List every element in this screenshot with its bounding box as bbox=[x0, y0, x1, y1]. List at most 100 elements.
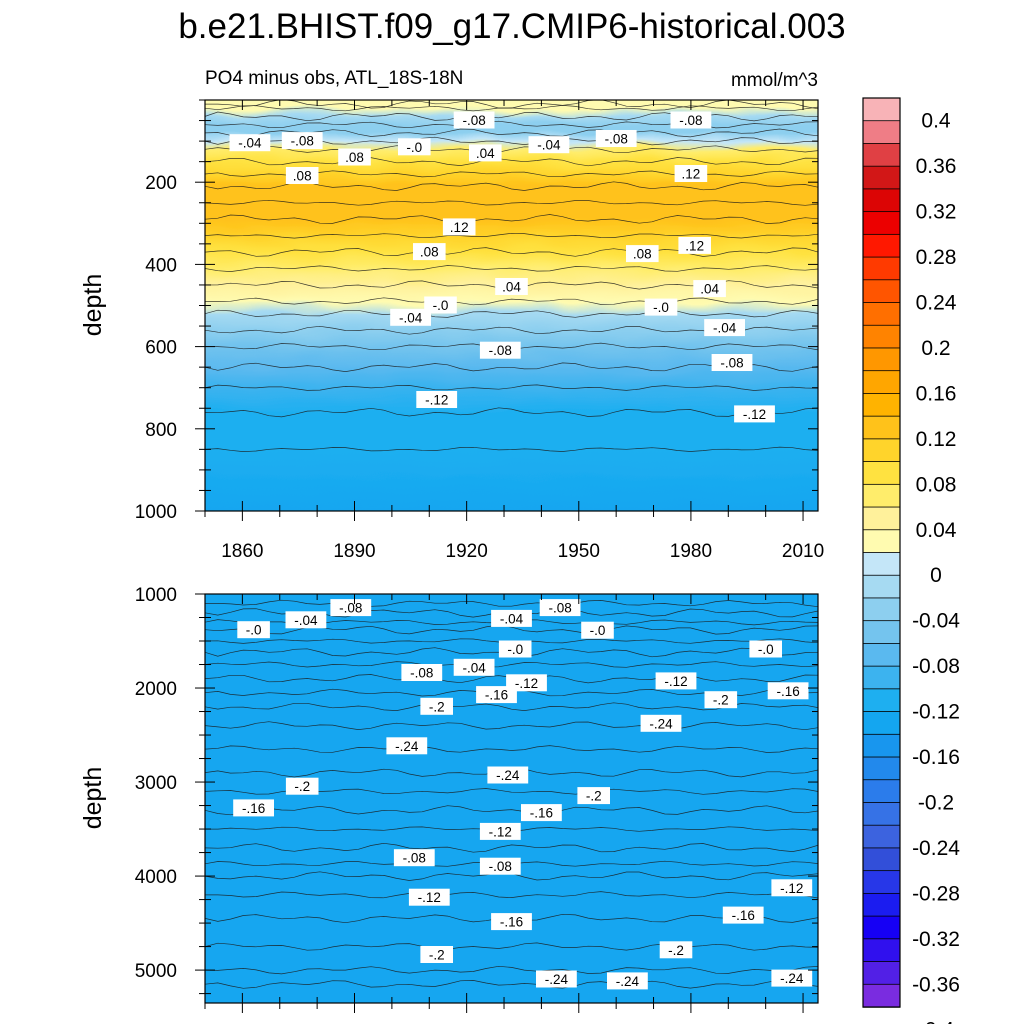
contour-line bbox=[205, 214, 818, 224]
bottom-contour-lines bbox=[205, 599, 818, 989]
bottom-y-axis: 1000 2000 3000 4000 5000 bbox=[135, 585, 818, 995]
contour-label-text: -.12 bbox=[418, 890, 441, 905]
contour-line bbox=[205, 111, 818, 122]
contour-label-box bbox=[401, 664, 443, 681]
contour-label-box bbox=[420, 946, 453, 963]
contour-line bbox=[205, 105, 818, 112]
contour-label-box bbox=[476, 686, 517, 704]
contour-label-text: -.16 bbox=[776, 684, 799, 699]
contour-label-box bbox=[581, 621, 614, 639]
contour-label-box bbox=[644, 298, 678, 316]
contour-label-box bbox=[704, 319, 745, 337]
colorbar-label: 0 bbox=[930, 564, 942, 587]
contour-label-text: -.04 bbox=[238, 136, 262, 151]
contour-label: -.04 bbox=[704, 319, 745, 337]
colorbar-box bbox=[862, 483, 901, 508]
contour-label-text: -.08 bbox=[489, 859, 512, 874]
contour-label-box bbox=[498, 640, 532, 658]
contour-label-box bbox=[390, 308, 431, 326]
contour-line bbox=[205, 407, 818, 418]
contour-label-text: -.12 bbox=[664, 674, 687, 689]
contour-label-text: .12 bbox=[682, 167, 701, 182]
colorbar-box bbox=[862, 256, 901, 281]
contour-line bbox=[205, 120, 818, 129]
top-x-axis: 1860 1890 1920 1950 1980 2010 bbox=[204, 100, 824, 562]
x-tick-label: 1950 bbox=[558, 541, 600, 562]
colorbar-label: 0.08 bbox=[916, 473, 957, 496]
contour-label-box bbox=[607, 972, 648, 990]
contour-label-text: -.08 bbox=[720, 356, 743, 371]
colorbar-box bbox=[862, 529, 901, 554]
colorbar-label: -0.08 bbox=[912, 655, 960, 678]
contour-label-box bbox=[626, 245, 659, 263]
contour-label-text: -.04 bbox=[713, 321, 737, 336]
contour-label-text: -.16 bbox=[732, 908, 755, 923]
contour-label-box bbox=[330, 599, 372, 617]
contour-line bbox=[205, 965, 818, 975]
colorbar-box bbox=[862, 120, 901, 145]
contour-label-text: -.08 bbox=[548, 601, 571, 616]
contour-label: -.0 bbox=[581, 621, 614, 639]
contour-label-box bbox=[398, 138, 431, 156]
contour-label-text: -.0 bbox=[433, 298, 449, 313]
contour-label: -.16 bbox=[476, 686, 517, 704]
contour-line bbox=[205, 745, 818, 753]
colorbar-box bbox=[862, 733, 901, 758]
contour-label: .12 bbox=[442, 218, 476, 236]
contour-label: -.04 bbox=[528, 136, 570, 154]
contour-label-text: -.04 bbox=[462, 660, 486, 675]
contour-label-text: -.24 bbox=[616, 974, 640, 989]
contour-label-text: -.08 bbox=[339, 601, 362, 616]
contour-label-text: .04 bbox=[476, 146, 495, 161]
colorbar-box bbox=[862, 302, 901, 326]
contour-label-text: -.24 bbox=[780, 971, 804, 986]
contour-label-box bbox=[479, 822, 521, 840]
top-subtitle-right: mmol/m^3 bbox=[731, 70, 818, 91]
contour-label: -.16 bbox=[722, 906, 764, 924]
contour-label: -.12 bbox=[734, 405, 775, 423]
y-tick-label: 1000 bbox=[135, 502, 177, 523]
contour-label-text: -.04 bbox=[537, 138, 561, 153]
contour-label-text: -.24 bbox=[395, 739, 419, 754]
contour-label-box bbox=[285, 611, 327, 629]
contour-label-text: -.08 bbox=[462, 113, 485, 128]
contour-label: -.24 bbox=[536, 970, 577, 988]
contour-label: -.2 bbox=[659, 941, 693, 959]
contour-label-text: -.0 bbox=[507, 642, 523, 657]
contour-label: .12 bbox=[674, 165, 708, 182]
contour-label-text: -.16 bbox=[500, 915, 523, 930]
contour-label-box bbox=[693, 280, 726, 298]
y-tick-label: 800 bbox=[145, 420, 177, 441]
colorbar-box bbox=[862, 143, 901, 167]
contour-label: -.12 bbox=[655, 672, 697, 690]
contour-label-text: -.16 bbox=[530, 806, 553, 821]
contour-label: .12 bbox=[678, 236, 711, 254]
contour-line bbox=[205, 157, 818, 167]
contour-label: -.2 bbox=[420, 946, 453, 963]
contour-label: -.08 bbox=[479, 857, 521, 875]
contour-label-text: -.12 bbox=[780, 881, 803, 896]
contour-label-text: -.16 bbox=[242, 801, 265, 816]
colorbar-label: -0.32 bbox=[912, 928, 960, 951]
contour-label-text: -.2 bbox=[294, 779, 310, 794]
contour-label-box bbox=[659, 941, 693, 959]
contour-label: -.16 bbox=[233, 799, 274, 817]
contour-label-text: -.08 bbox=[679, 113, 702, 128]
colorbar-box bbox=[862, 597, 901, 622]
contour-label-box bbox=[469, 144, 502, 162]
colorbar-box bbox=[862, 779, 901, 804]
contour-label: -.08 bbox=[711, 354, 753, 371]
contour-label: -.08 bbox=[453, 111, 495, 129]
colorbar-box bbox=[862, 279, 901, 304]
colorbar-box bbox=[862, 711, 901, 736]
colorbar-box bbox=[862, 915, 901, 940]
contour-label-box bbox=[416, 391, 458, 408]
colorbar-box bbox=[862, 393, 901, 417]
colorbar-box bbox=[862, 552, 901, 576]
y-tick-label: 400 bbox=[145, 255, 177, 276]
contour-label-box bbox=[479, 857, 521, 875]
contour-label-text: -.2 bbox=[586, 789, 602, 804]
contour-label: -.2 bbox=[704, 691, 738, 709]
contour-label: -.0 bbox=[237, 621, 270, 639]
contour-label: -.24 bbox=[640, 714, 682, 732]
